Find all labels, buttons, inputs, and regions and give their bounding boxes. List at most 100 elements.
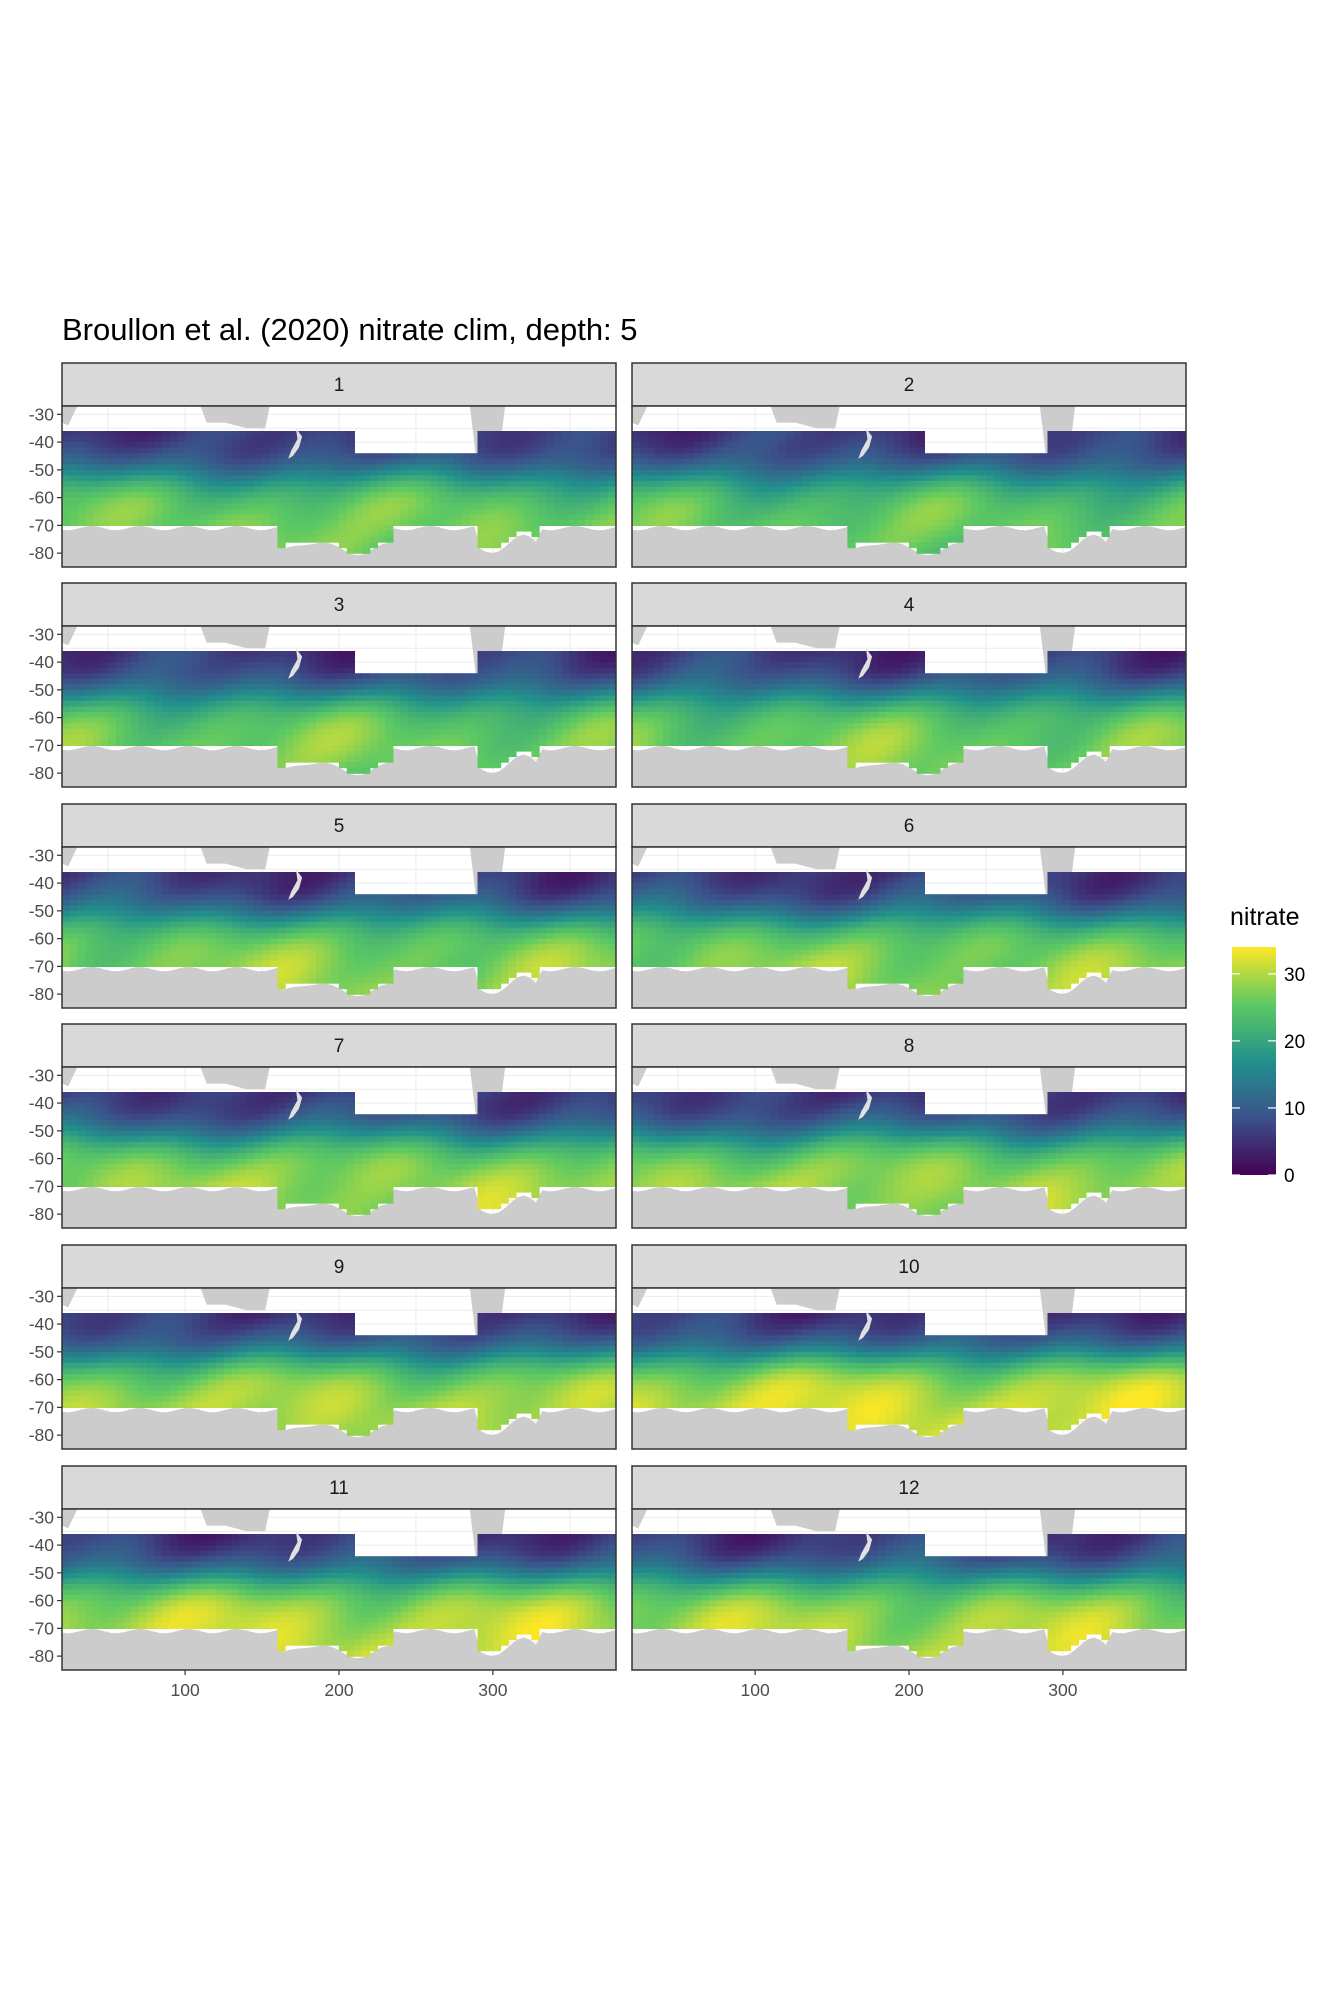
heat-cell [300, 728, 309, 735]
heat-cell [708, 436, 718, 443]
heat-cell [577, 480, 586, 488]
heat-cell [639, 678, 648, 685]
heat-cell [308, 662, 317, 669]
heat-cell [215, 739, 225, 746]
heat-cell [385, 723, 394, 730]
heat-cell [200, 706, 209, 713]
heat-cell [331, 651, 340, 658]
heat-cell [732, 492, 741, 499]
heat-cell [978, 706, 987, 713]
heat-cell [732, 447, 741, 454]
heat-cell [262, 695, 271, 702]
heat-cell [354, 480, 363, 488]
heat-cell [85, 712, 94, 719]
heat-cell [562, 508, 571, 515]
heat-cell [446, 706, 455, 713]
heat-cell [1001, 706, 1010, 713]
heat-cell [192, 480, 202, 488]
heat-cell [755, 723, 764, 730]
heat-cell [870, 475, 879, 482]
heat-cell [893, 453, 902, 460]
heat-cell [108, 678, 117, 685]
heat-cell [315, 464, 325, 471]
heat-cell [446, 689, 455, 696]
heat-cell [1047, 656, 1056, 663]
heat-cell [77, 717, 86, 724]
heat-cell [993, 728, 1002, 735]
heat-cell [562, 469, 571, 476]
heat-cell [747, 656, 756, 663]
heat-cell [1062, 431, 1072, 438]
heat-cell [277, 486, 286, 493]
heat-cell [392, 458, 402, 465]
heat-cell [1093, 519, 1102, 526]
heat-cell [770, 519, 779, 526]
heat-cell [385, 525, 394, 532]
heat-cell [446, 673, 455, 680]
heat-cell [423, 508, 432, 515]
heat-cell [108, 739, 117, 746]
heat-cell [392, 717, 402, 724]
heat-cell [824, 486, 833, 493]
heat-cell [277, 662, 286, 669]
heat-cell [62, 651, 71, 658]
heat-cell [1162, 469, 1172, 476]
heat-cell [1070, 684, 1079, 691]
heat-cell [500, 525, 509, 532]
heat-cell [446, 453, 455, 460]
heat-cell [423, 464, 432, 471]
heat-cell [855, 536, 864, 543]
heat-cell [592, 436, 602, 443]
heat-cell [346, 458, 355, 465]
heat-cell [1116, 492, 1126, 499]
heat-cell [554, 651, 563, 658]
heat-cell [92, 447, 102, 454]
heat-cell [1170, 475, 1179, 482]
heat-cell [1001, 684, 1010, 691]
heat-cell [608, 508, 616, 515]
heat-cell [1116, 453, 1126, 460]
heat-cell [100, 673, 109, 680]
heat-cell [639, 700, 648, 708]
heat-cell [100, 436, 109, 443]
heat-cell [1047, 717, 1056, 724]
heat-cell [978, 734, 987, 741]
heat-cell [1147, 464, 1156, 471]
heat-cell [500, 431, 509, 438]
heat-cell [1170, 717, 1179, 724]
heat-cell [1047, 525, 1056, 532]
heat-cell [955, 739, 964, 746]
heat-cell [169, 717, 178, 724]
heat-cell [1078, 519, 1087, 526]
heat-cell [154, 651, 163, 658]
heat-cell [932, 514, 941, 521]
heat-cell [724, 475, 733, 482]
heat-cell [655, 503, 664, 510]
heat-cell [300, 458, 309, 465]
heat-cell [500, 519, 509, 526]
heat-cell [878, 728, 887, 735]
heat-cell [508, 486, 517, 493]
heat-cell [1109, 695, 1118, 702]
heat-cell [662, 673, 672, 680]
heat-cell [1086, 480, 1095, 488]
heat-cell [893, 447, 902, 454]
heat-cell [793, 689, 802, 696]
heat-cell [632, 480, 641, 488]
heat-cell [354, 673, 363, 680]
heat-cell [516, 656, 525, 663]
heat-cell [778, 651, 787, 658]
heat-cell [1047, 734, 1056, 741]
heat-cell [693, 656, 702, 663]
heat-cell [747, 717, 756, 724]
heat-cell [85, 678, 94, 685]
heat-cell [254, 673, 263, 680]
heat-cell [400, 475, 409, 482]
heat-cell [485, 762, 494, 769]
heat-cell [439, 700, 448, 708]
heat-cell [978, 739, 987, 746]
heat-cell [92, 475, 102, 482]
heat-cell [693, 519, 702, 526]
heat-cell [1032, 678, 1041, 685]
heat-cell [962, 678, 972, 685]
